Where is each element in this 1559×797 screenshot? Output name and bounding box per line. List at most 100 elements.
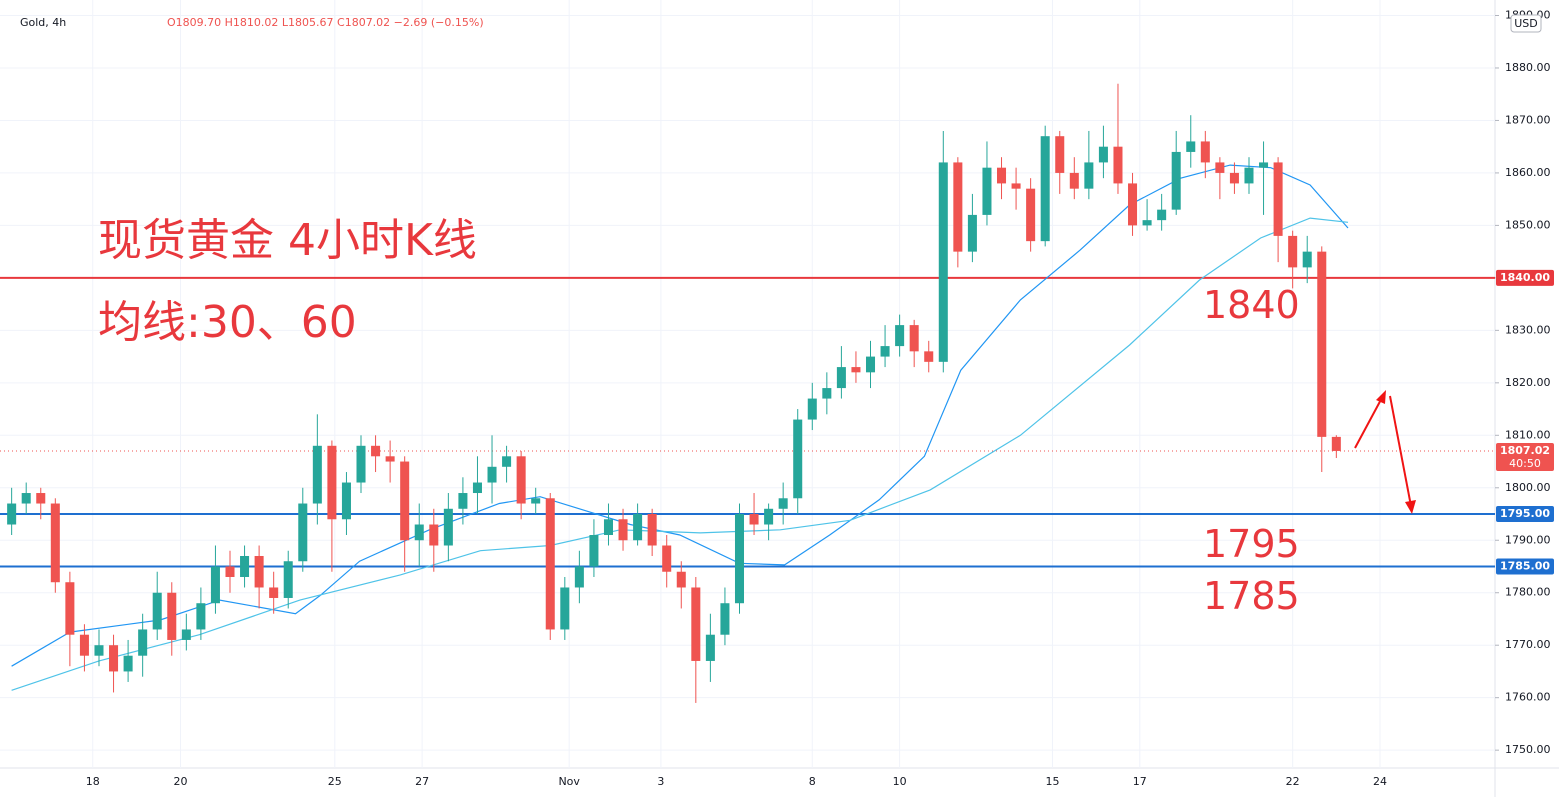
candle-body (443, 508, 453, 546)
annotation: 1785 (1203, 574, 1300, 618)
candle-body (1011, 183, 1021, 189)
candle-body (1229, 172, 1239, 184)
currency[interactable]: USD (1514, 17, 1538, 30)
y-tick-label: 1750.00 (1505, 743, 1551, 756)
candle-body (283, 561, 293, 598)
candle-body (414, 524, 424, 541)
candle-body (822, 388, 832, 399)
candle-body (865, 356, 876, 373)
x-tick-label: 10 (893, 775, 907, 788)
subtitle: 均线:30、60 (98, 297, 357, 348)
price-tag (1496, 269, 1554, 286)
price-tag (1496, 558, 1554, 575)
candle-body (1113, 146, 1123, 184)
candle-body (269, 587, 279, 598)
x-tick-label: Nov (558, 775, 580, 788)
candle-body (967, 214, 977, 252)
candle-body (516, 456, 526, 504)
candle-body (1157, 209, 1167, 221)
candle-body (196, 603, 206, 630)
candle-body (545, 498, 555, 630)
x-tick-label: 3 (657, 775, 664, 788)
y-tick-label: 1870.00 (1505, 113, 1551, 126)
y-tick-label: 1760.00 (1505, 691, 1551, 704)
candle-body (181, 629, 191, 640)
candle-body (1317, 251, 1327, 437)
candle-body (210, 566, 220, 604)
y-tick-label: 1820.00 (1505, 376, 1551, 389)
candle-body (691, 587, 701, 661)
candle-body (94, 645, 104, 656)
candle-body (603, 519, 613, 536)
candle-body (152, 592, 162, 630)
candle-body (21, 493, 31, 504)
candle-body (647, 514, 657, 546)
candle-body (676, 571, 686, 588)
candle-body (1040, 136, 1050, 242)
price-tag-label: 1795.00 (1500, 507, 1550, 520)
x-tick-label: 18 (86, 775, 100, 788)
candle-body (778, 498, 788, 509)
y-tick-label: 1880.00 (1505, 61, 1551, 74)
candle-body (1259, 162, 1269, 168)
candle-body (909, 325, 919, 352)
candle-body (705, 634, 715, 661)
y-tick-label: 1850.00 (1505, 218, 1551, 231)
price-tag-label: 1785.00 (1500, 559, 1550, 572)
candle-body (123, 655, 133, 672)
candle-body (502, 456, 512, 467)
price-tag-label: 1840.00 (1500, 271, 1550, 284)
candle-body (1128, 183, 1138, 226)
candle-body (880, 346, 890, 357)
y-tick-label: 1800.00 (1505, 481, 1551, 494)
symbol: Gold, 4h (20, 16, 66, 29)
x-tick-label: 15 (1045, 775, 1059, 788)
y-tick-label: 1770.00 (1505, 638, 1551, 651)
candle-body (225, 566, 235, 577)
candle-body (1288, 235, 1298, 268)
annotation: 1795 (1203, 522, 1300, 566)
candle-body (793, 419, 803, 499)
x-tick-label: 22 (1286, 775, 1300, 788)
price-tag (1496, 506, 1554, 523)
ohlc: O1809.70 H1810.02 L1805.67 C1807.02 −2.6… (167, 16, 484, 29)
candle-body (50, 503, 60, 583)
candle-body (560, 587, 570, 630)
candle-body (764, 508, 774, 525)
candle-body (953, 162, 963, 252)
y-tick-label: 1810.00 (1505, 428, 1551, 441)
price-tag (1496, 442, 1554, 471)
candle-body (1273, 162, 1283, 236)
candle-body (487, 466, 497, 483)
arrow-up (1354, 393, 1385, 449)
candle-body (240, 555, 250, 577)
candle-body (138, 629, 148, 656)
x-tick-label: 25 (328, 775, 342, 788)
candle-body (1331, 436, 1341, 451)
candle-body (1244, 167, 1254, 184)
candle-body (982, 167, 992, 215)
candle-body (1026, 188, 1036, 242)
y-tick-label: 1790.00 (1505, 533, 1551, 546)
candle-body (458, 493, 468, 509)
candle-body (36, 493, 46, 504)
candle-body (7, 503, 17, 525)
candle-body (429, 524, 439, 546)
y-tick-label: 1830.00 (1505, 323, 1551, 336)
x-tick-label: 8 (809, 775, 816, 788)
candle-body (298, 503, 308, 562)
candle-body (109, 645, 119, 672)
arrow-down-head (1405, 500, 1416, 514)
candle-body (167, 592, 177, 640)
candle-body (895, 325, 905, 347)
candle-body (472, 482, 482, 494)
currency-box[interactable] (1510, 14, 1542, 33)
candle-body (1186, 141, 1196, 152)
x-tick-label: 17 (1133, 775, 1147, 788)
candle-body (618, 519, 628, 541)
x-tick-label: 27 (415, 775, 429, 788)
candle-body (633, 514, 643, 541)
arrow-up-head (1376, 390, 1386, 404)
